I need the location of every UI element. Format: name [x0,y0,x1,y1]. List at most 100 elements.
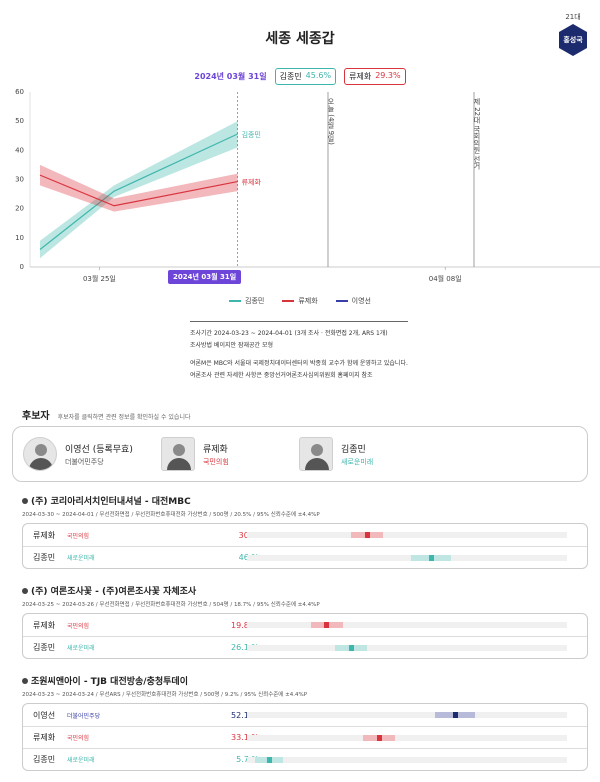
district-badge: 21대 홍성국 [558,12,588,56]
y-tick-label: 60 [15,88,24,96]
ci-bar [247,645,567,651]
poll-table: 이영선 더불어민주당 52.1 % 류제화 국민의힘 33.1 % 김종민 새로… [22,703,588,771]
candidate-lee[interactable]: 이영선 (등록무효) 더불어민주당 [23,437,133,471]
poll-title[interactable]: (주) 여론조사꽃 - (주)여론조사꽃 자체조사 [22,584,588,597]
estimate-marker [428,555,434,561]
row-party: 새로운미래 [67,757,95,764]
legend-item-ryu[interactable]: 류제화 [282,296,318,306]
summary-tag-ryu: 류제화 29.3% [344,68,406,85]
candidate-name: 김종민 [341,444,366,455]
y-tick-label: 30 [15,176,24,184]
row-party: 새로운미래 [67,555,95,562]
row-pct: 52.1 % [231,710,259,720]
method-model: 조사방법 베이지안 잠재공간 모형 [190,342,274,349]
poll-title-text: 조원씨앤아이 - TJB 대전방송/충청투데이 [31,677,188,687]
chart-legend: 김종민 류제화 이영선 [0,296,600,306]
legend-item-lee[interactable]: 이영선 [335,296,371,306]
candidate-party: 새로운미래 [341,457,374,466]
series-band-1 [40,164,238,212]
poll-block: 조원씨앤아이 - TJB 대전방송/충청투데이 2024-03-23 ~ 202… [22,674,588,771]
poll-row: 김종민 새로운미래 5.7 % [23,748,587,770]
candidate-photo [299,437,333,471]
row-party: 더불어민주당 [67,712,101,720]
poll-title[interactable]: (주) 코리아리서치인터내셔널 - 대전MBC [22,494,588,507]
candidate-party: 국민의힘 [203,457,229,466]
estimate-marker [348,645,354,651]
poll-row: 김종민 새로운미래 46 % [23,546,587,568]
candidate-name: 류제화 [203,444,228,455]
x-tick-label: 03월 25일 [83,274,116,283]
event-label: 오늘 (4월 9일) [327,98,335,145]
candidates-header: 후보자 후보자를 클릭하면 관련 정보를 확인하실 수 있습니다 [22,407,191,422]
poll-title-text: (주) 여론조사꽃 - (주)여론조사꽃 자체조사 [31,587,197,597]
badge-term: 21대 [565,13,581,21]
poll-meta: 2024-03-25 ~ 2024-03-26 / 무선전화면접 / 무선전화번… [22,602,320,608]
row-name: 김종민 [33,553,56,562]
method-operator: 여론M은 MBC와 서울대 국제정치데이터센터의 박종희 교수가 함께 운영하고… [190,360,408,367]
row-name: 류제화 [33,620,56,630]
series-line-0 [39,133,238,250]
legend-label: 김종민 [245,297,265,305]
ci-bar [247,712,567,718]
series-label: 류제화 [242,179,262,187]
row-pct: 19.8 % [231,620,259,630]
row-party: 국민의힘 [67,532,90,540]
poll-row: 류제화 국민의힘 30 % [23,524,587,546]
ci-bar [247,555,567,561]
selected-date: 2024년 03월 31일 [194,72,267,81]
section-note: 후보자를 클릭하면 관련 정보를 확인하실 수 있습니다 [57,414,191,421]
row-party: 새로운미래 [67,645,95,652]
poll-meta: 2024-03-23 ~ 2024-03-24 / 무선ARS / 무선전화번호… [22,692,308,698]
y-tick-label: 50 [15,117,24,125]
poll-row: 류제화 국민의힘 33.1 % [23,726,587,748]
poll-meta: 2024-03-30 ~ 2024-04-01 / 무선전화면접 / 무선전화번… [22,512,320,518]
poll-row: 이영선 더불어민주당 52.1 % [23,704,587,726]
legend-label: 류제화 [298,297,318,305]
row-name: 김종민 [33,643,56,652]
candidate-photo [23,437,57,471]
page-title: 세종 세종갑 [265,31,335,47]
row-name: 류제화 [33,733,56,742]
candidate-party: 더불어민주당 [65,457,104,466]
estimate-marker [364,532,370,538]
ci-bar [247,622,567,628]
row-pct: 33.1 % [231,733,259,742]
y-tick-label: 0 [20,263,24,271]
poll-title-text: (주) 코리아리서치인터내셔널 - 대전MBC [31,497,191,507]
legend-swatch [282,300,295,302]
y-tick-label: 40 [15,146,24,154]
tag-name: 김종민 [279,72,302,81]
incumbent-hex-badge[interactable]: 홍성국 [559,24,587,56]
methodology-note: 조사기간 2024-03-23 ~ 2024-04-01 (3개 조사 · 전화… [190,321,408,382]
candidate-kim[interactable]: 김종민 새로운미래 [299,437,373,471]
row-pct: 26.1 % [231,643,259,652]
y-tick-label: 20 [15,205,24,213]
poll-title[interactable]: 조원씨앤아이 - TJB 대전방송/충청투데이 [22,674,588,687]
chart-date-marker[interactable]: 2024년 03월 31일 [168,270,242,284]
row-party: 국민의힘 [67,622,90,630]
badge-region: 홍성국 [563,36,583,44]
legend-swatch [335,300,348,302]
series-label: 김종민 [242,130,261,139]
row-name: 류제화 [33,530,56,540]
candidate-ryu[interactable]: 류제화 국민의힘 [161,437,229,471]
series-band-0 [40,121,238,259]
date-summary-row: 2024년 03월 31일 김종민 45.6% 류제화 29.3% [0,68,600,85]
candidates-card: 이영선 (등록무효) 더불어민주당 류제화 국민의힘 김종민 새로운미래 [12,426,588,482]
event-label: 제 22대 국회의원 선거 [473,98,481,171]
series-line-1 [39,174,238,207]
poll-block: (주) 코리아리서치인터내셔널 - 대전MBC 2024-03-30 ~ 202… [22,494,588,569]
estimate-marker [323,622,329,628]
candidate-name: 이영선 (등록무효) [65,444,133,455]
ci-bar [247,757,567,763]
y-tick-label: 10 [15,234,24,242]
ci-bar [247,532,567,538]
estimate-marker [267,757,273,763]
x-tick-label: 04월 08일 [429,274,462,283]
method-period: 조사기간 2024-03-23 ~ 2024-04-01 (3개 조사 · 전화… [190,330,388,337]
bullet-icon [22,587,28,594]
poll-table: 류제화 국민의힘 19.8 % 김종민 새로운미래 26.1 % [22,613,588,659]
row-party: 국민의힘 [67,735,90,742]
legend-item-kim[interactable]: 김종민 [229,296,264,306]
